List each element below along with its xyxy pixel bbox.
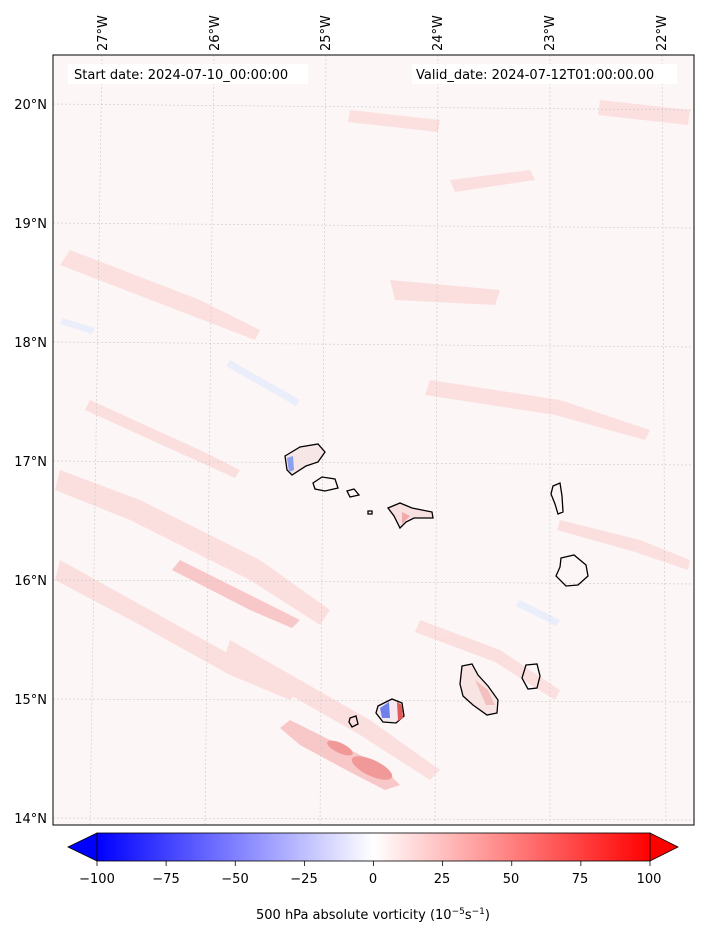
colorbar-title: 500 hPa absolute vorticity (10−5s−1) [256,907,490,923]
lon-label-26w: 26°W [208,15,223,51]
colorbar-tick-0: 0 [369,872,377,887]
island-santa-luzia [346,488,361,498]
lat-label-18n: 18°N [14,336,47,351]
colorbar-extend-high [649,832,679,862]
island-sao-vicente [312,476,339,492]
latitude-labels: 20°N 19°N 18°N 17°N 16°N 15°N 14°N [14,98,47,827]
map-frame [52,54,695,826]
colorbar-tick-100: 100 [637,872,662,887]
start-date-box [68,64,308,84]
colorbar-tick-75: 75 [572,872,589,887]
island-brava [348,715,359,728]
lat-label-17n: 17°N [14,455,47,470]
lat-label-15n: 15°N [14,693,47,708]
colorbar-extend-low [67,832,98,862]
colorbar-tick-n50: −50 [221,872,248,887]
lon-label-24w: 24°W [431,15,446,51]
colorbar-gradient [96,832,651,862]
island-branco [367,510,373,515]
lat-label-16n: 16°N [14,574,47,589]
graticule [53,55,694,825]
island-santo-antao [284,443,326,476]
island-vorticity-marks [287,456,495,721]
colorbar-tick-25: 25 [434,872,451,887]
lon-label-22w: 22°W [655,15,670,51]
colorbar-tick-n75: −75 [152,872,179,887]
lon-label-25w: 25°W [319,15,334,51]
island-sal [550,482,564,515]
lat-label-19n: 19°N [14,217,47,232]
lat-label-20n: 20°N [14,98,47,113]
lon-label-27w: 27°W [96,15,111,51]
island-maio [521,663,541,690]
island-boa-vista [555,554,589,587]
vorticity-field [53,55,694,825]
valid-date-box [412,64,677,84]
lon-label-23w: 23°W [543,15,558,51]
start-date-label: Start date: 2024-07-10_00:00:00 [74,68,288,83]
island-sao-nicolau [386,502,434,530]
colorbar: −100 −75 −50 −25 0 25 50 75 100 500 hPa … [67,832,679,923]
colorbar-tick-n100: −100 [79,872,115,887]
valid-date-label: Valid_date: 2024-07-12T01:00:00.00 [416,68,654,83]
lat-label-14n: 14°N [14,812,47,827]
colorbar-tick-n25: −25 [290,872,317,887]
colorbar-tick-50: 50 [503,872,520,887]
longitude-labels: 27°W 26°W 25°W 24°W 23°W 22°W [96,15,670,51]
